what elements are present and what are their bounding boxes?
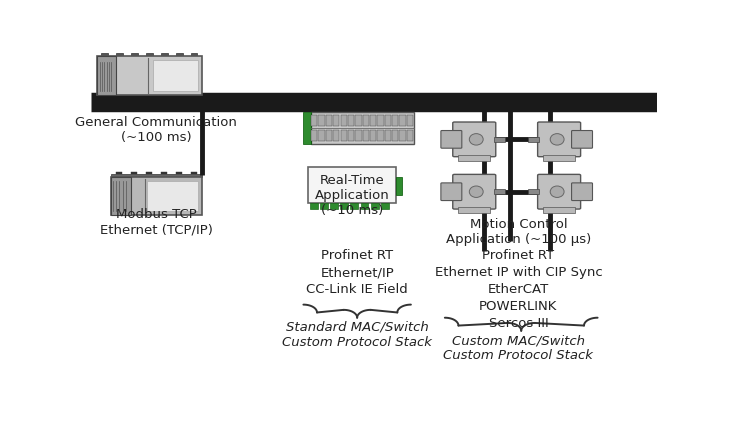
Bar <box>304 111 311 144</box>
Bar <box>371 203 379 209</box>
Bar <box>191 172 197 174</box>
Text: EtherCAT: EtherCAT <box>488 283 549 296</box>
Bar <box>176 53 182 56</box>
Bar <box>318 115 325 126</box>
Bar <box>392 115 399 126</box>
Bar <box>131 172 137 174</box>
Bar <box>543 155 575 161</box>
Bar <box>330 203 338 209</box>
Text: CC-Link IE Field: CC-Link IE Field <box>307 283 408 296</box>
Bar <box>311 130 318 141</box>
Bar <box>341 130 347 141</box>
Text: General Communication
(~100 ms): General Communication (~100 ms) <box>75 116 237 144</box>
Bar <box>111 177 201 215</box>
Text: Profinet RT: Profinet RT <box>483 249 555 262</box>
Bar <box>385 130 391 141</box>
Bar <box>494 137 505 142</box>
Bar <box>320 203 328 209</box>
Bar <box>101 53 108 56</box>
Bar <box>326 130 332 141</box>
Text: POWERLINK: POWERLINK <box>479 300 558 313</box>
Bar <box>176 172 182 174</box>
FancyBboxPatch shape <box>453 174 496 209</box>
Bar <box>381 203 389 209</box>
Text: Standard MAC/Switch
Custom Protocol Stack: Standard MAC/Switch Custom Protocol Stac… <box>283 321 432 349</box>
Bar <box>356 115 361 126</box>
Bar <box>356 130 361 141</box>
Bar <box>111 174 201 177</box>
FancyBboxPatch shape <box>537 122 580 157</box>
Text: Ethernet/IP: Ethernet/IP <box>320 266 394 279</box>
Ellipse shape <box>550 133 564 145</box>
Bar <box>147 181 198 211</box>
Ellipse shape <box>469 186 483 198</box>
Bar <box>494 189 505 194</box>
Bar <box>153 60 199 91</box>
Text: Modbus TCP
Ethernet (TCP/IP): Modbus TCP Ethernet (TCP/IP) <box>100 208 212 236</box>
Bar <box>363 130 369 141</box>
Bar <box>458 155 490 161</box>
Bar <box>116 53 123 56</box>
FancyBboxPatch shape <box>572 130 593 148</box>
Bar <box>407 130 413 141</box>
Bar <box>333 115 339 126</box>
Bar <box>161 53 168 56</box>
Bar <box>399 130 406 141</box>
Bar <box>396 177 402 195</box>
Bar <box>377 115 383 126</box>
Bar <box>318 130 325 141</box>
Bar <box>191 53 198 56</box>
Bar <box>161 172 167 174</box>
Bar <box>340 203 348 209</box>
Bar <box>311 111 414 144</box>
Text: Real-Time
Application
(~10 ms): Real-Time Application (~10 ms) <box>315 174 389 217</box>
Text: Motion Control
Application (~100 μs): Motion Control Application (~100 μs) <box>446 218 591 246</box>
Bar <box>310 203 318 209</box>
Text: Ethernet IP with CIP Sync: Ethernet IP with CIP Sync <box>434 266 602 279</box>
Bar <box>311 115 318 126</box>
Bar <box>97 56 116 95</box>
Bar <box>370 130 376 141</box>
Bar <box>399 115 406 126</box>
Ellipse shape <box>550 186 564 198</box>
Bar <box>385 115 391 126</box>
Bar <box>131 53 138 56</box>
Bar <box>146 172 152 174</box>
Bar <box>333 130 339 141</box>
Bar <box>115 172 122 174</box>
Bar <box>146 53 153 56</box>
FancyBboxPatch shape <box>441 130 462 148</box>
Bar <box>326 115 332 126</box>
FancyBboxPatch shape <box>537 174 580 209</box>
Bar <box>377 130 383 141</box>
Text: Profinet RT: Profinet RT <box>321 249 393 262</box>
Bar <box>97 56 201 95</box>
Bar <box>363 115 369 126</box>
FancyBboxPatch shape <box>572 183 593 201</box>
Bar <box>370 115 376 126</box>
Text: Sercos III: Sercos III <box>488 317 548 330</box>
Bar <box>392 130 399 141</box>
Bar <box>528 189 539 194</box>
Bar <box>361 203 369 209</box>
Bar <box>407 115 413 126</box>
Bar <box>543 207 575 213</box>
Bar <box>341 115 347 126</box>
Bar <box>111 177 131 215</box>
Text: Custom MAC/Switch
Custom Protocol Stack: Custom MAC/Switch Custom Protocol Stack <box>443 334 593 362</box>
Bar <box>528 137 539 142</box>
FancyBboxPatch shape <box>453 122 496 157</box>
Bar <box>458 207 490 213</box>
Bar <box>348 130 354 141</box>
Bar <box>348 115 354 126</box>
Ellipse shape <box>469 133 483 145</box>
FancyBboxPatch shape <box>441 183 462 201</box>
Bar <box>308 167 396 203</box>
Bar <box>350 203 358 209</box>
